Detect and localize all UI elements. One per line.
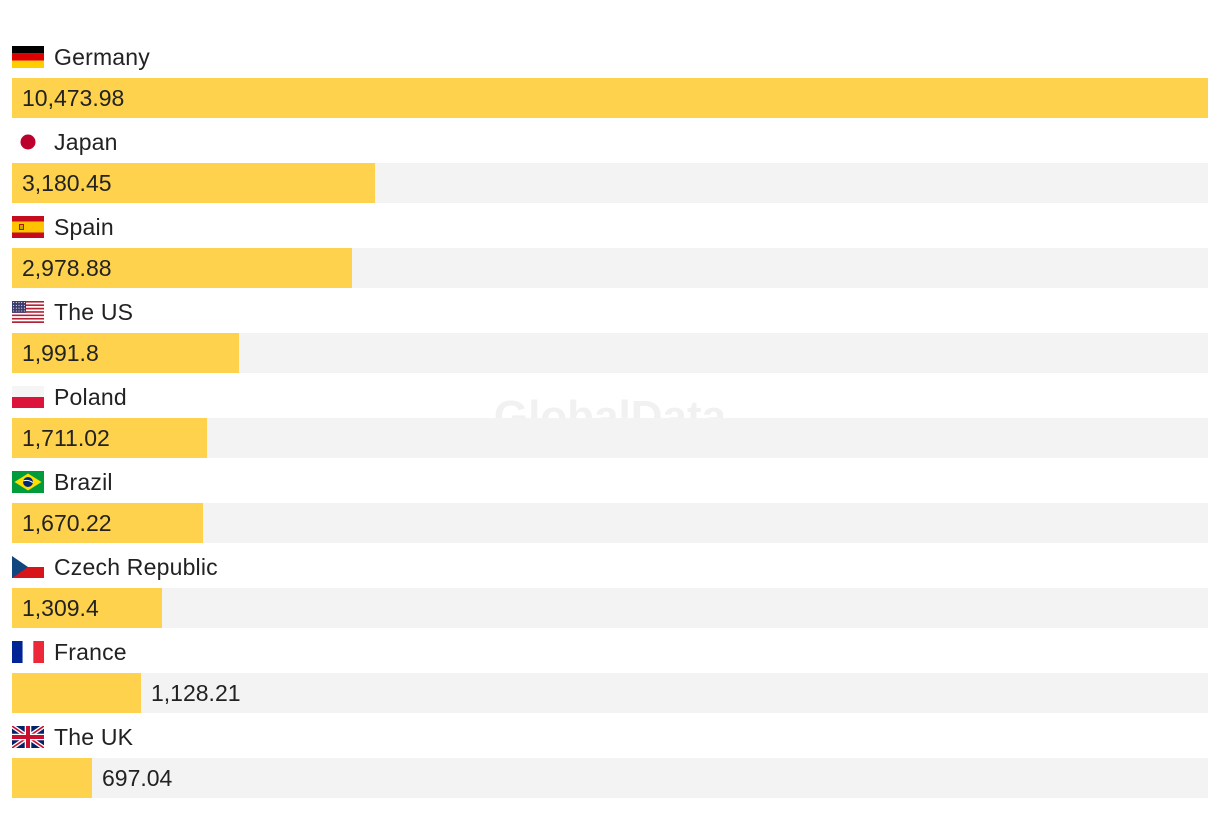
bar-row: Poland 1,711.02 (12, 380, 1208, 466)
value-label: 10,473.98 (22, 85, 125, 111)
bar (12, 78, 1208, 118)
spain-flag-icon (12, 216, 44, 238)
czech-flag-icon (12, 556, 44, 578)
value-label: 2,978.88 (22, 255, 112, 281)
value-label: 3,180.45 (22, 170, 112, 196)
category-label: The UK (12, 720, 133, 754)
uk-flag-icon (12, 726, 44, 748)
country-name: Czech Republic (54, 553, 218, 580)
category-label: Germany (12, 40, 150, 74)
value-label: 1,991.8 (22, 340, 99, 366)
brazil-flag-icon (12, 471, 44, 493)
value-label: 697.04 (102, 765, 173, 791)
value-label: 1,309.4 (22, 595, 99, 621)
bar (12, 673, 141, 713)
bar-track: 1,711.02 (12, 418, 1208, 458)
bar-track: 3,180.45 (12, 163, 1208, 203)
bar-track: 697.04 (12, 758, 1208, 798)
bar (12, 248, 352, 288)
bar-row: The US 1,991.8 (12, 295, 1208, 381)
category-label: Czech Republic (12, 550, 218, 584)
france-flag-icon (12, 641, 44, 663)
bar (12, 503, 203, 543)
country-name: France (54, 638, 127, 665)
bar-row: Brazil 1,670.22 (12, 465, 1208, 551)
bar-track: 10,473.98 (12, 78, 1208, 118)
bar-row: The UK 697.04 (12, 720, 1208, 806)
bar (12, 163, 375, 203)
category-label: The US (12, 295, 133, 329)
country-name: Brazil (54, 468, 113, 495)
country-name: Poland (54, 383, 127, 410)
country-name: Japan (54, 128, 118, 155)
value-label: 1,711.02 (22, 425, 110, 451)
germany-flag-icon (12, 46, 44, 68)
bar-track: 1,128.21 (12, 673, 1208, 713)
value-label: 1,670.22 (22, 510, 112, 536)
value-label: 1,128.21 (151, 680, 241, 706)
bar (12, 418, 207, 458)
bar (12, 588, 162, 628)
category-label: Poland (12, 380, 127, 414)
bar-track: 1,991.8 (12, 333, 1208, 373)
country-name: The US (54, 298, 134, 325)
bar-row: Germany 10,473.98 (12, 40, 1208, 126)
category-label: Spain (12, 210, 114, 244)
us-flag-icon (12, 301, 44, 323)
country-name: Spain (54, 213, 114, 240)
bar-track: 1,309.4 (12, 588, 1208, 628)
japan-flag-icon (20, 134, 36, 150)
bar (12, 333, 239, 373)
category-label: Brazil (12, 465, 113, 499)
category-label: Japan (12, 125, 118, 159)
bar (12, 758, 92, 798)
bar-track: 1,670.22 (12, 503, 1208, 543)
bar-track: 2,978.88 (12, 248, 1208, 288)
bar-row: Spain 2,978.88 (12, 210, 1208, 296)
category-label: France (12, 635, 127, 669)
bar-row: Japan 3,180.45 (12, 125, 1208, 211)
bar-row: France 1,128.21 (12, 635, 1208, 721)
country-name: Germany (54, 43, 150, 70)
country-name: The UK (54, 723, 134, 750)
bar-row: Czech Republic 1,309.4 (12, 550, 1208, 636)
poland-flag-icon (12, 386, 44, 408)
